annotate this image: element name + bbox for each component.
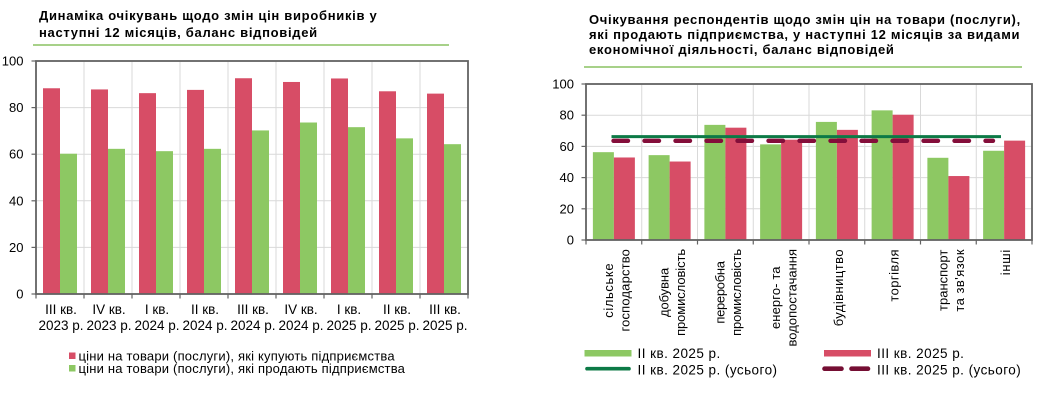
svg-text:2025 р.: 2025 р. bbox=[374, 318, 419, 333]
svg-text:II кв.: II кв. bbox=[383, 302, 411, 317]
svg-text:II кв. 2025 р. (усього): II кв. 2025 р. (усього) bbox=[638, 363, 778, 378]
svg-text:2023 р.: 2023 р. bbox=[38, 318, 83, 333]
svg-text:0: 0 bbox=[16, 287, 23, 302]
svg-text:переробна: переробна bbox=[712, 260, 727, 323]
svg-text:I кв.: I кв. bbox=[337, 302, 361, 317]
svg-text:господарство: господарство bbox=[617, 249, 632, 331]
svg-text:ціни на товари (послуги), які: ціни на товари (послуги), які купують пі… bbox=[79, 349, 396, 364]
svg-text:транспорт: транспорт bbox=[935, 250, 950, 311]
svg-text:III кв. 2025 р.: III кв. 2025 р. bbox=[877, 346, 964, 361]
svg-text:100: 100 bbox=[2, 54, 24, 69]
svg-text:40: 40 bbox=[9, 193, 23, 208]
svg-text:будівництво: будівництво bbox=[831, 249, 846, 326]
svg-text:100: 100 bbox=[552, 77, 574, 92]
svg-text:III кв.: III кв. bbox=[237, 302, 269, 317]
svg-text:енерго- та: енерго- та bbox=[768, 266, 783, 329]
svg-text:2024 р.: 2024 р. bbox=[134, 318, 179, 333]
svg-text:80: 80 bbox=[9, 100, 23, 115]
svg-text:IV кв.: IV кв. bbox=[284, 302, 317, 317]
svg-text:60: 60 bbox=[9, 147, 23, 162]
svg-text:40: 40 bbox=[560, 170, 574, 185]
svg-text:60: 60 bbox=[560, 139, 574, 154]
svg-text:промисловість: промисловість bbox=[729, 249, 744, 336]
svg-text:та зв'язок: та зв'язок bbox=[952, 249, 967, 312]
svg-text:80: 80 bbox=[560, 108, 574, 123]
svg-text:ціни на товари (послуги), які: ціни на товари (послуги), які продають п… bbox=[79, 361, 406, 376]
svg-text:0: 0 bbox=[567, 233, 574, 248]
svg-text:III кв. 2025 р. (усього): III кв. 2025 р. (усього) bbox=[877, 363, 1021, 378]
svg-text:2024 р.: 2024 р. bbox=[230, 318, 275, 333]
svg-text:промисловість: промисловість bbox=[673, 249, 688, 336]
svg-text:I кв.: I кв. bbox=[145, 302, 169, 317]
svg-text:II кв.: II кв. bbox=[191, 302, 219, 317]
svg-text:добувна: добувна bbox=[657, 267, 672, 317]
svg-text:III кв.: III кв. bbox=[429, 302, 461, 317]
svg-text:водопостачання: водопостачання bbox=[785, 249, 800, 346]
svg-text:2024 р.: 2024 р. bbox=[278, 318, 323, 333]
svg-text:торгівля: торгівля bbox=[887, 249, 902, 302]
svg-text:2025 р.: 2025 р. bbox=[326, 318, 371, 333]
svg-text:20: 20 bbox=[9, 240, 23, 255]
svg-text:2024 р.: 2024 р. bbox=[182, 318, 227, 333]
svg-text:2025 р.: 2025 р. bbox=[422, 318, 467, 333]
svg-text:інші: інші bbox=[998, 249, 1013, 275]
svg-text:II кв. 2025 р.: II кв. 2025 р. bbox=[638, 346, 721, 361]
svg-text:III кв.: III кв. bbox=[45, 302, 77, 317]
svg-text:2023 р.: 2023 р. bbox=[86, 318, 131, 333]
svg-text:20: 20 bbox=[560, 201, 574, 216]
svg-text:сільське: сільське bbox=[601, 263, 616, 318]
svg-text:IV кв.: IV кв. bbox=[92, 302, 125, 317]
